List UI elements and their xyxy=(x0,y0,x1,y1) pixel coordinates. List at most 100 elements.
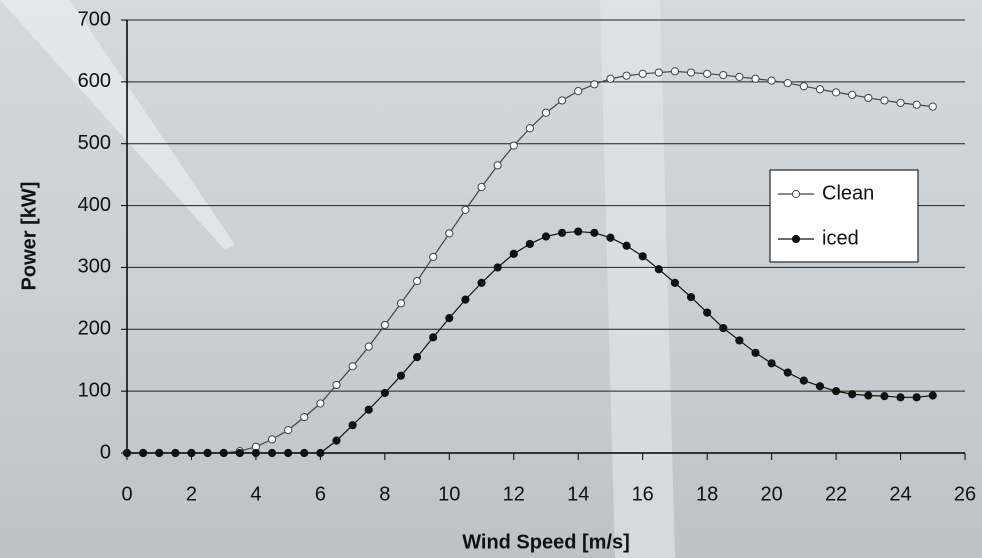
legend: Clean iced xyxy=(769,169,919,263)
data-point xyxy=(767,76,776,85)
data-point xyxy=(477,182,486,192)
y-tick-label: 600 xyxy=(78,70,111,92)
data-point xyxy=(638,252,647,261)
data-point xyxy=(396,299,406,308)
data-point xyxy=(864,391,873,400)
data-point xyxy=(622,71,631,80)
data-point xyxy=(654,68,663,77)
data-point xyxy=(348,362,357,371)
data-point xyxy=(751,348,760,357)
data-point xyxy=(284,426,293,435)
data-point xyxy=(928,102,937,111)
data-point xyxy=(719,323,728,333)
data-point xyxy=(412,276,422,286)
data-point xyxy=(364,342,373,351)
y-axis-label: Power [kW] xyxy=(18,182,40,291)
x-tick-label: 20 xyxy=(760,483,782,505)
data-point xyxy=(267,435,277,444)
data-point xyxy=(251,448,261,458)
data-point xyxy=(783,368,792,377)
data-point xyxy=(670,278,680,287)
y-tick-label: 0 xyxy=(100,441,111,463)
data-point xyxy=(445,314,454,323)
data-point xyxy=(606,74,615,83)
x-tick-label: 22 xyxy=(825,483,847,505)
data-point xyxy=(703,69,712,78)
data-point xyxy=(912,393,921,402)
data-point xyxy=(445,229,454,238)
data-point xyxy=(654,265,663,274)
legend-box xyxy=(769,169,919,263)
data-point xyxy=(686,293,696,302)
x-tick-label: 4 xyxy=(250,483,261,505)
background-blade xyxy=(0,0,235,250)
y-tick-label: 300 xyxy=(78,256,111,278)
data-point xyxy=(703,308,712,317)
data-point xyxy=(799,82,808,91)
data-point xyxy=(783,78,792,88)
data-point xyxy=(235,448,244,458)
data-point xyxy=(332,436,341,445)
data-point xyxy=(815,382,825,391)
data-point xyxy=(509,141,518,150)
y-tick-label: 400 xyxy=(78,194,111,216)
data-point xyxy=(396,371,406,380)
data-point xyxy=(735,72,744,82)
y-tick-label: 100 xyxy=(78,379,111,401)
series-line xyxy=(127,230,933,454)
data-point xyxy=(461,205,470,215)
data-point xyxy=(896,393,905,402)
data-point xyxy=(590,228,599,237)
data-point xyxy=(541,108,551,117)
data-point xyxy=(525,124,534,133)
data-point xyxy=(493,161,502,170)
data-point xyxy=(203,448,212,458)
data-point xyxy=(380,320,389,330)
data-point xyxy=(139,448,148,458)
data-point xyxy=(332,380,341,390)
data-point xyxy=(751,74,760,83)
data-point xyxy=(574,227,583,236)
data-point xyxy=(509,249,518,258)
data-point xyxy=(300,413,309,422)
data-point xyxy=(880,391,889,401)
x-tick-label: 14 xyxy=(567,483,589,505)
data-point xyxy=(799,376,808,385)
data-point xyxy=(848,390,857,399)
data-point xyxy=(348,421,357,430)
x-tick-label: 8 xyxy=(379,483,390,505)
x-tick-label: 18 xyxy=(696,483,718,505)
data-point xyxy=(284,448,293,458)
data-point xyxy=(412,353,422,362)
x-axis-label: Wind Speed [m/s] xyxy=(462,531,630,553)
data-point xyxy=(574,87,583,96)
y-tick-label: 500 xyxy=(78,132,111,154)
x-tick-label: 0 xyxy=(121,483,132,505)
legend-marker xyxy=(791,189,801,199)
data-point xyxy=(831,88,841,97)
data-point xyxy=(864,93,873,103)
data-point xyxy=(606,233,615,242)
data-point xyxy=(928,391,937,400)
x-tick-label: 24 xyxy=(889,483,911,505)
data-point xyxy=(670,67,680,76)
data-point xyxy=(686,68,696,77)
y-tick-label: 200 xyxy=(78,318,111,340)
data-point xyxy=(493,263,502,272)
x-tick-label: 2 xyxy=(186,483,197,505)
data-point xyxy=(380,388,389,398)
data-point xyxy=(831,387,841,396)
background-tower xyxy=(600,0,675,558)
x-tick-label: 16 xyxy=(632,483,654,505)
data-point xyxy=(155,448,164,458)
data-point xyxy=(912,100,921,109)
data-point xyxy=(429,333,438,342)
data-point xyxy=(461,295,470,304)
data-point xyxy=(719,70,728,80)
legend-marker xyxy=(791,234,801,244)
data-point xyxy=(300,448,309,458)
data-point xyxy=(558,96,567,105)
data-point xyxy=(622,241,631,250)
data-point xyxy=(187,448,196,458)
